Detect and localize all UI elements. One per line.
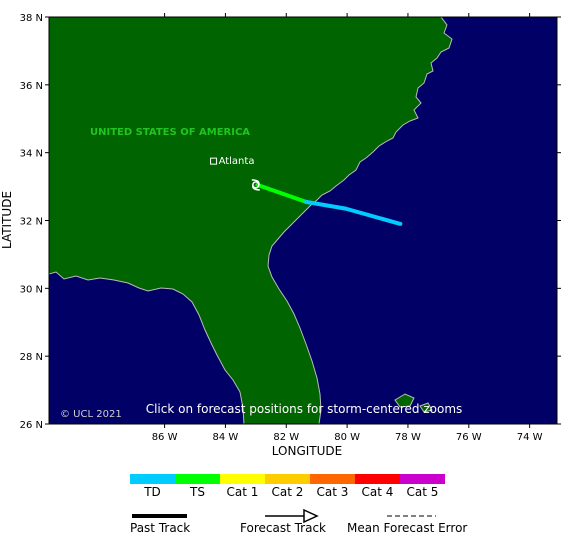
category-swatch (220, 474, 265, 484)
storm-arm-mark (251, 179, 260, 186)
lon-tick-label: 82 W (273, 432, 299, 443)
longitude-axis: 86 W 84 W 82 W 80 W 78 W 76 W 74 W (152, 13, 543, 443)
lon-tick-label: 74 W (517, 432, 543, 443)
lat-tick-label: 38 N (20, 13, 43, 24)
island-landmass (394, 393, 415, 408)
lat-tick-label: 36 N (20, 81, 43, 92)
city-square-icon (210, 157, 218, 165)
lat-tick-label: 28 N (20, 352, 43, 363)
category-swatch (400, 474, 445, 484)
lon-tick-label: 84 W (213, 432, 239, 443)
copyright: © UCL 2021 (60, 409, 122, 420)
forecast-track-label: Forecast Track (240, 521, 326, 535)
category-label: Cat 3 (317, 485, 349, 499)
island-landmass (419, 402, 433, 413)
city-marker: Atlanta (210, 156, 255, 167)
lon-tick-label: 76 W (456, 432, 482, 443)
category-label: Cat 2 (272, 485, 304, 499)
category-label: Cat 4 (362, 485, 394, 499)
lon-tick-label: 78 W (395, 432, 421, 443)
category-label: Cat 5 (407, 485, 439, 499)
category-swatch (175, 474, 220, 484)
mean-error-label: Mean Forecast Error (347, 521, 467, 535)
y-axis-title: LATITUDE (0, 191, 14, 249)
storm-track[interactable] (251, 179, 403, 226)
category-swatch (355, 474, 400, 484)
category-swatch (130, 474, 175, 484)
storm-arm-mark (251, 184, 260, 191)
category-label: TD (143, 485, 161, 499)
lat-tick-label: 32 N (20, 217, 43, 228)
track-segment[interactable] (304, 199, 348, 211)
city-label: Atlanta (219, 156, 255, 167)
latitude-axis: 38 N 36 N 34 N 32 N 30 N 28 N 26 N (20, 13, 561, 431)
category-swatch (265, 474, 310, 484)
lat-tick-label: 30 N (20, 284, 43, 295)
x-axis-title: LONGITUDE (272, 444, 342, 458)
lon-tick-label: 86 W (152, 432, 178, 443)
lat-tick-label: 34 N (20, 149, 43, 160)
category-legend: TD TS Cat 1 Cat 2 Cat 3 Cat 4 Cat 5 (130, 474, 445, 499)
land-area (49, 17, 453, 424)
track-segment[interactable] (343, 206, 403, 226)
lon-tick-label: 80 W (334, 432, 360, 443)
track-segment[interactable] (255, 182, 309, 204)
tropical-depression-icon[interactable] (251, 179, 260, 191)
zoom-hint[interactable]: Click on forecast positions for storm-ce… (146, 402, 463, 416)
lat-tick-label: 26 N (20, 420, 43, 431)
past-track-label: Past Track (130, 521, 190, 535)
category-label: TS (189, 485, 205, 499)
category-label: Cat 1 (227, 485, 259, 499)
category-swatch (310, 474, 355, 484)
country-label: UNITED STATES OF AMERICA (90, 127, 250, 138)
forecast-arrow-icon (303, 508, 319, 524)
